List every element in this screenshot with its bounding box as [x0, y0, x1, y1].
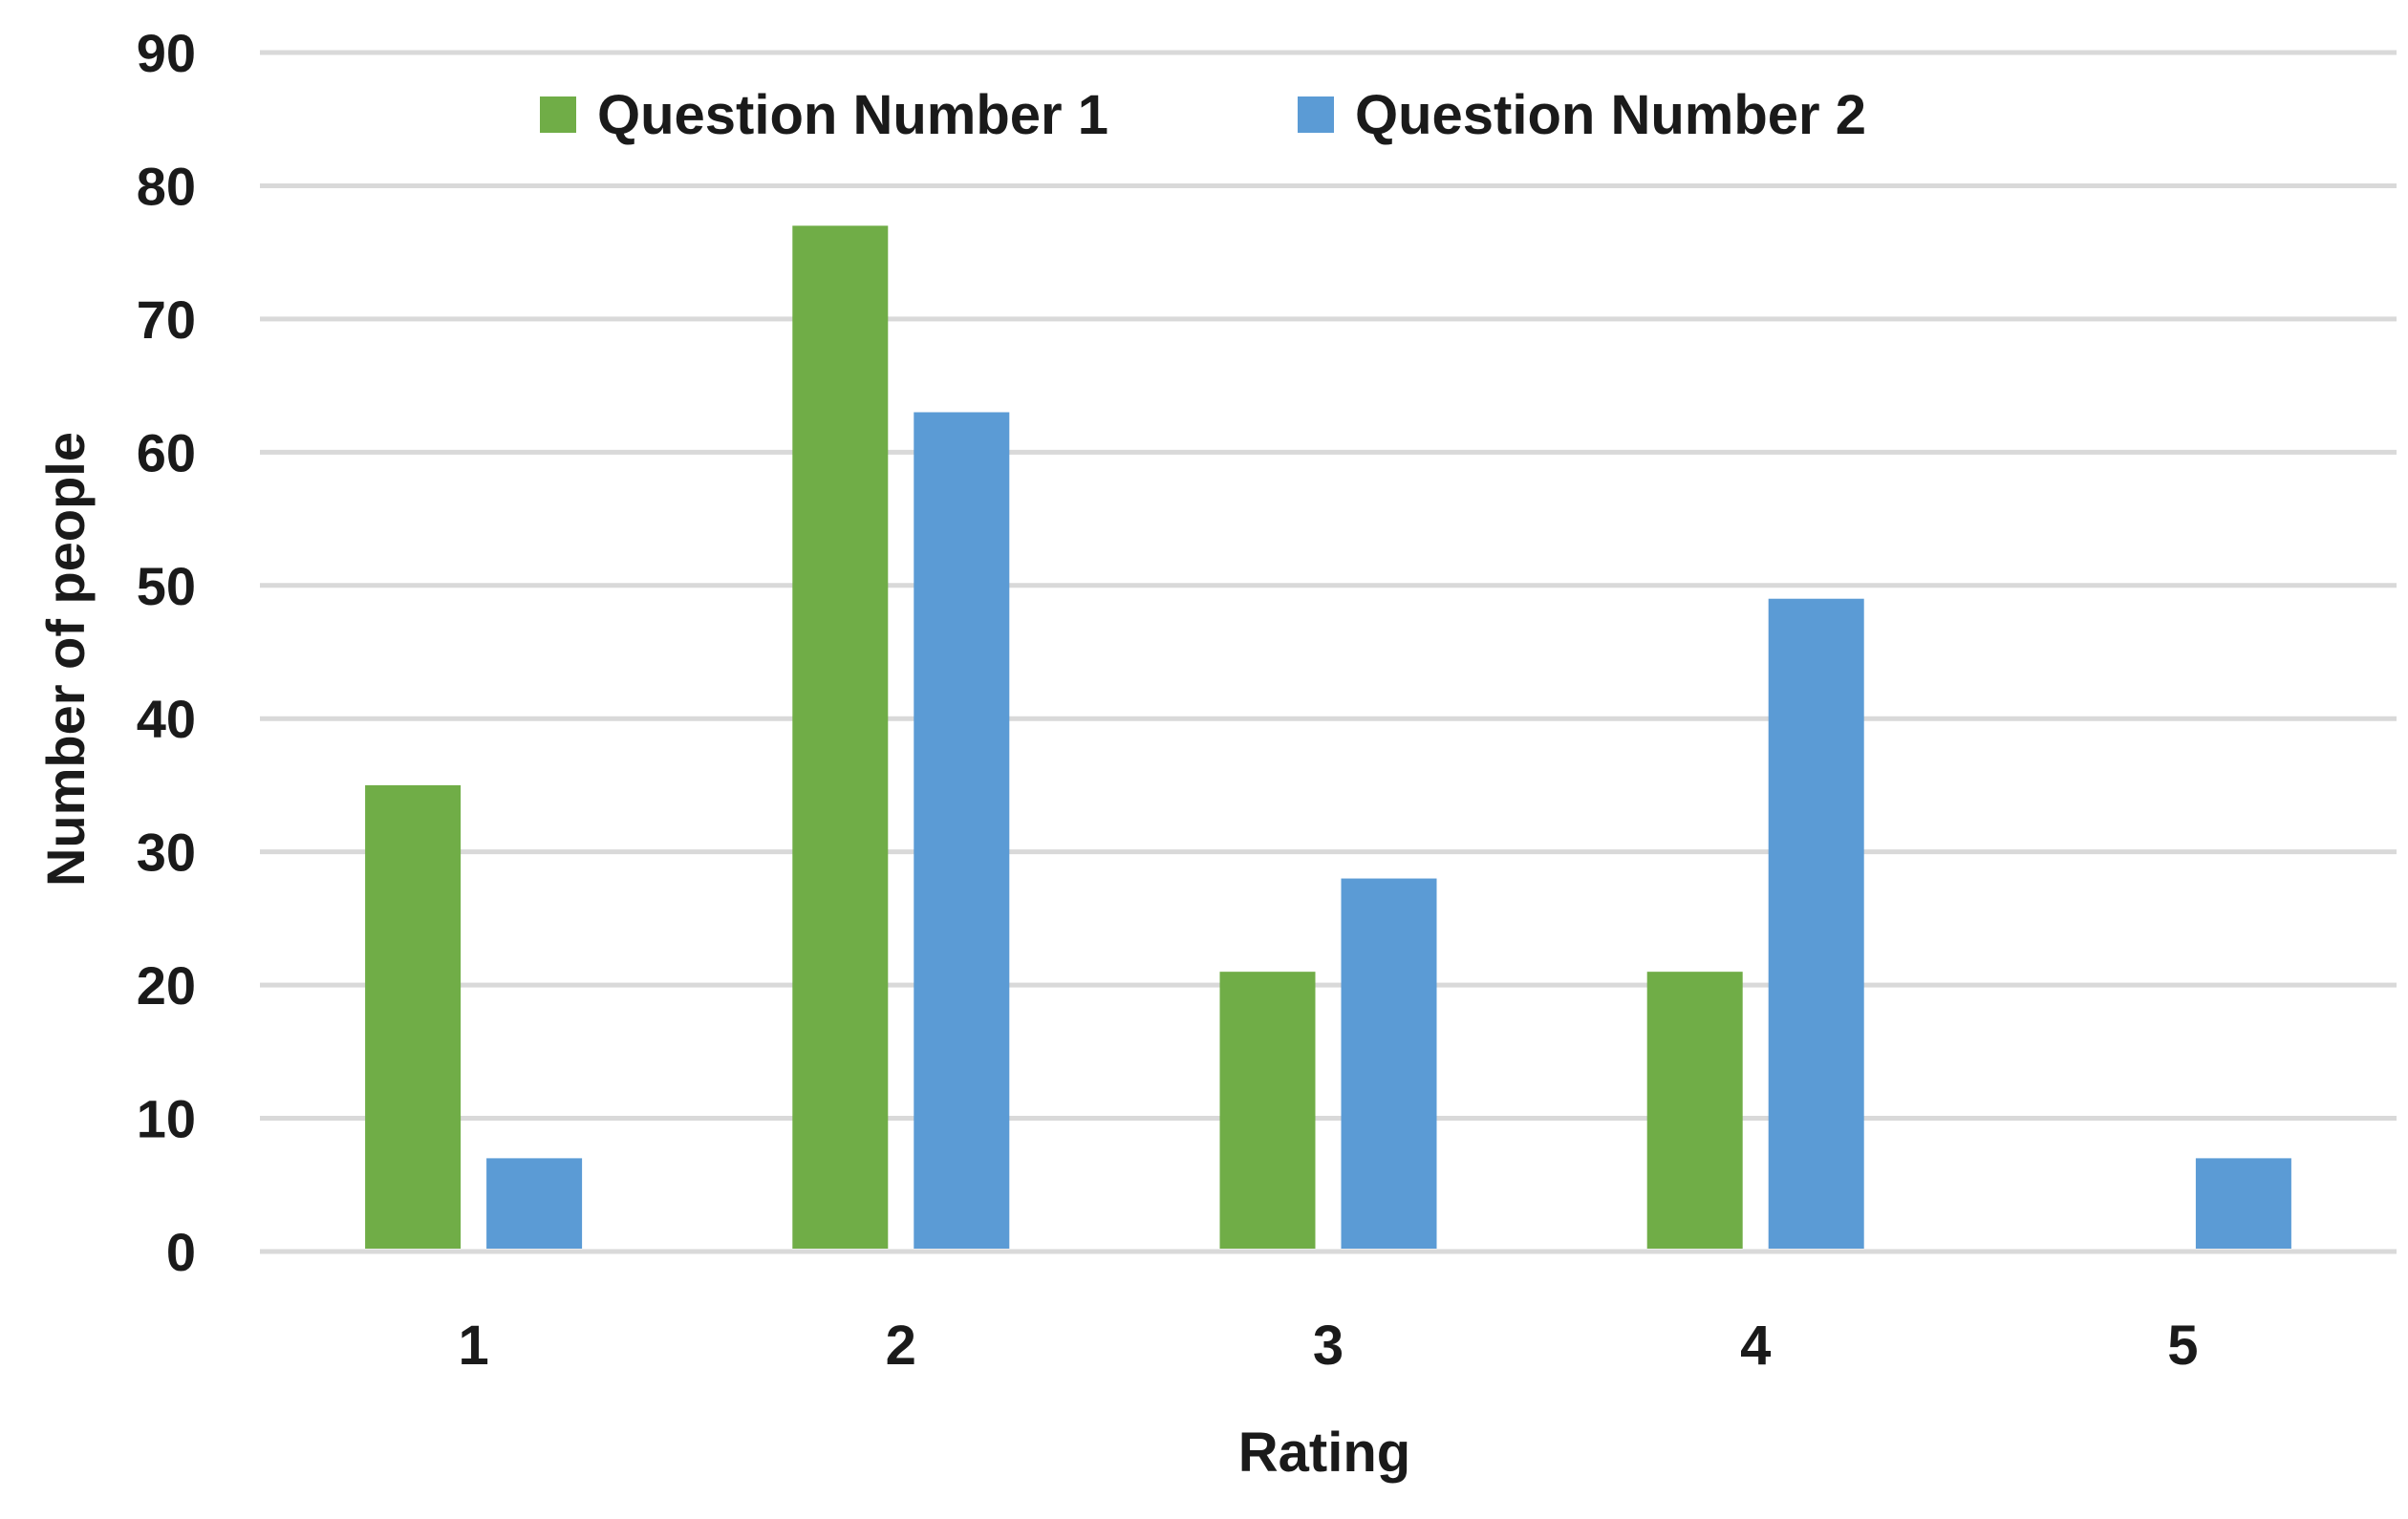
y-axis-label: Number of people [35, 432, 96, 887]
y-tick-label: 60 [137, 422, 196, 482]
legend-label-1: Question Number 1 [597, 84, 1108, 146]
x-tick-label: 1 [458, 1315, 488, 1377]
gridlines [260, 50, 2397, 1254]
x-tick-label: 4 [1740, 1315, 1771, 1377]
bar-1-3 [1219, 972, 1316, 1249]
legend-swatch-2 [1298, 96, 1334, 133]
x-tick-label: 3 [1313, 1315, 1344, 1377]
y-tick-label: 80 [137, 156, 196, 216]
bar-1-4 [1646, 972, 1743, 1249]
y-tick-label: 40 [137, 689, 196, 749]
bar-1-2 [792, 225, 889, 1249]
bar-1-1 [365, 784, 462, 1249]
y-tick-label: 0 [166, 1222, 196, 1282]
y-tick-label: 10 [137, 1089, 196, 1149]
y-axis-ticks: 0 10 20 30 40 50 60 70 80 90 [137, 23, 196, 1282]
bar-2-1 [486, 1158, 583, 1249]
bar-2-5 [2195, 1158, 2291, 1249]
y-tick-label: 30 [137, 823, 196, 883]
x-axis-ticks: 1 2 3 4 5 [458, 1315, 2198, 1377]
bar-2-3 [1341, 878, 1437, 1249]
bars [365, 225, 2291, 1249]
bar-2-2 [914, 412, 1010, 1249]
legend-label-2: Question Number 2 [1355, 84, 1866, 146]
y-tick-label: 20 [137, 955, 196, 1016]
bar-2-4 [1768, 598, 1864, 1249]
x-tick-label: 5 [2167, 1315, 2198, 1377]
y-tick-label: 70 [137, 289, 196, 350]
y-tick-label: 90 [137, 23, 196, 83]
x-axis-label: Rating [1238, 1422, 1410, 1484]
legend: Question Number 1 Question Number 2 [540, 84, 1866, 146]
y-tick-label: 50 [137, 556, 196, 616]
x-tick-label: 2 [886, 1315, 916, 1377]
legend-swatch-1 [540, 96, 576, 133]
